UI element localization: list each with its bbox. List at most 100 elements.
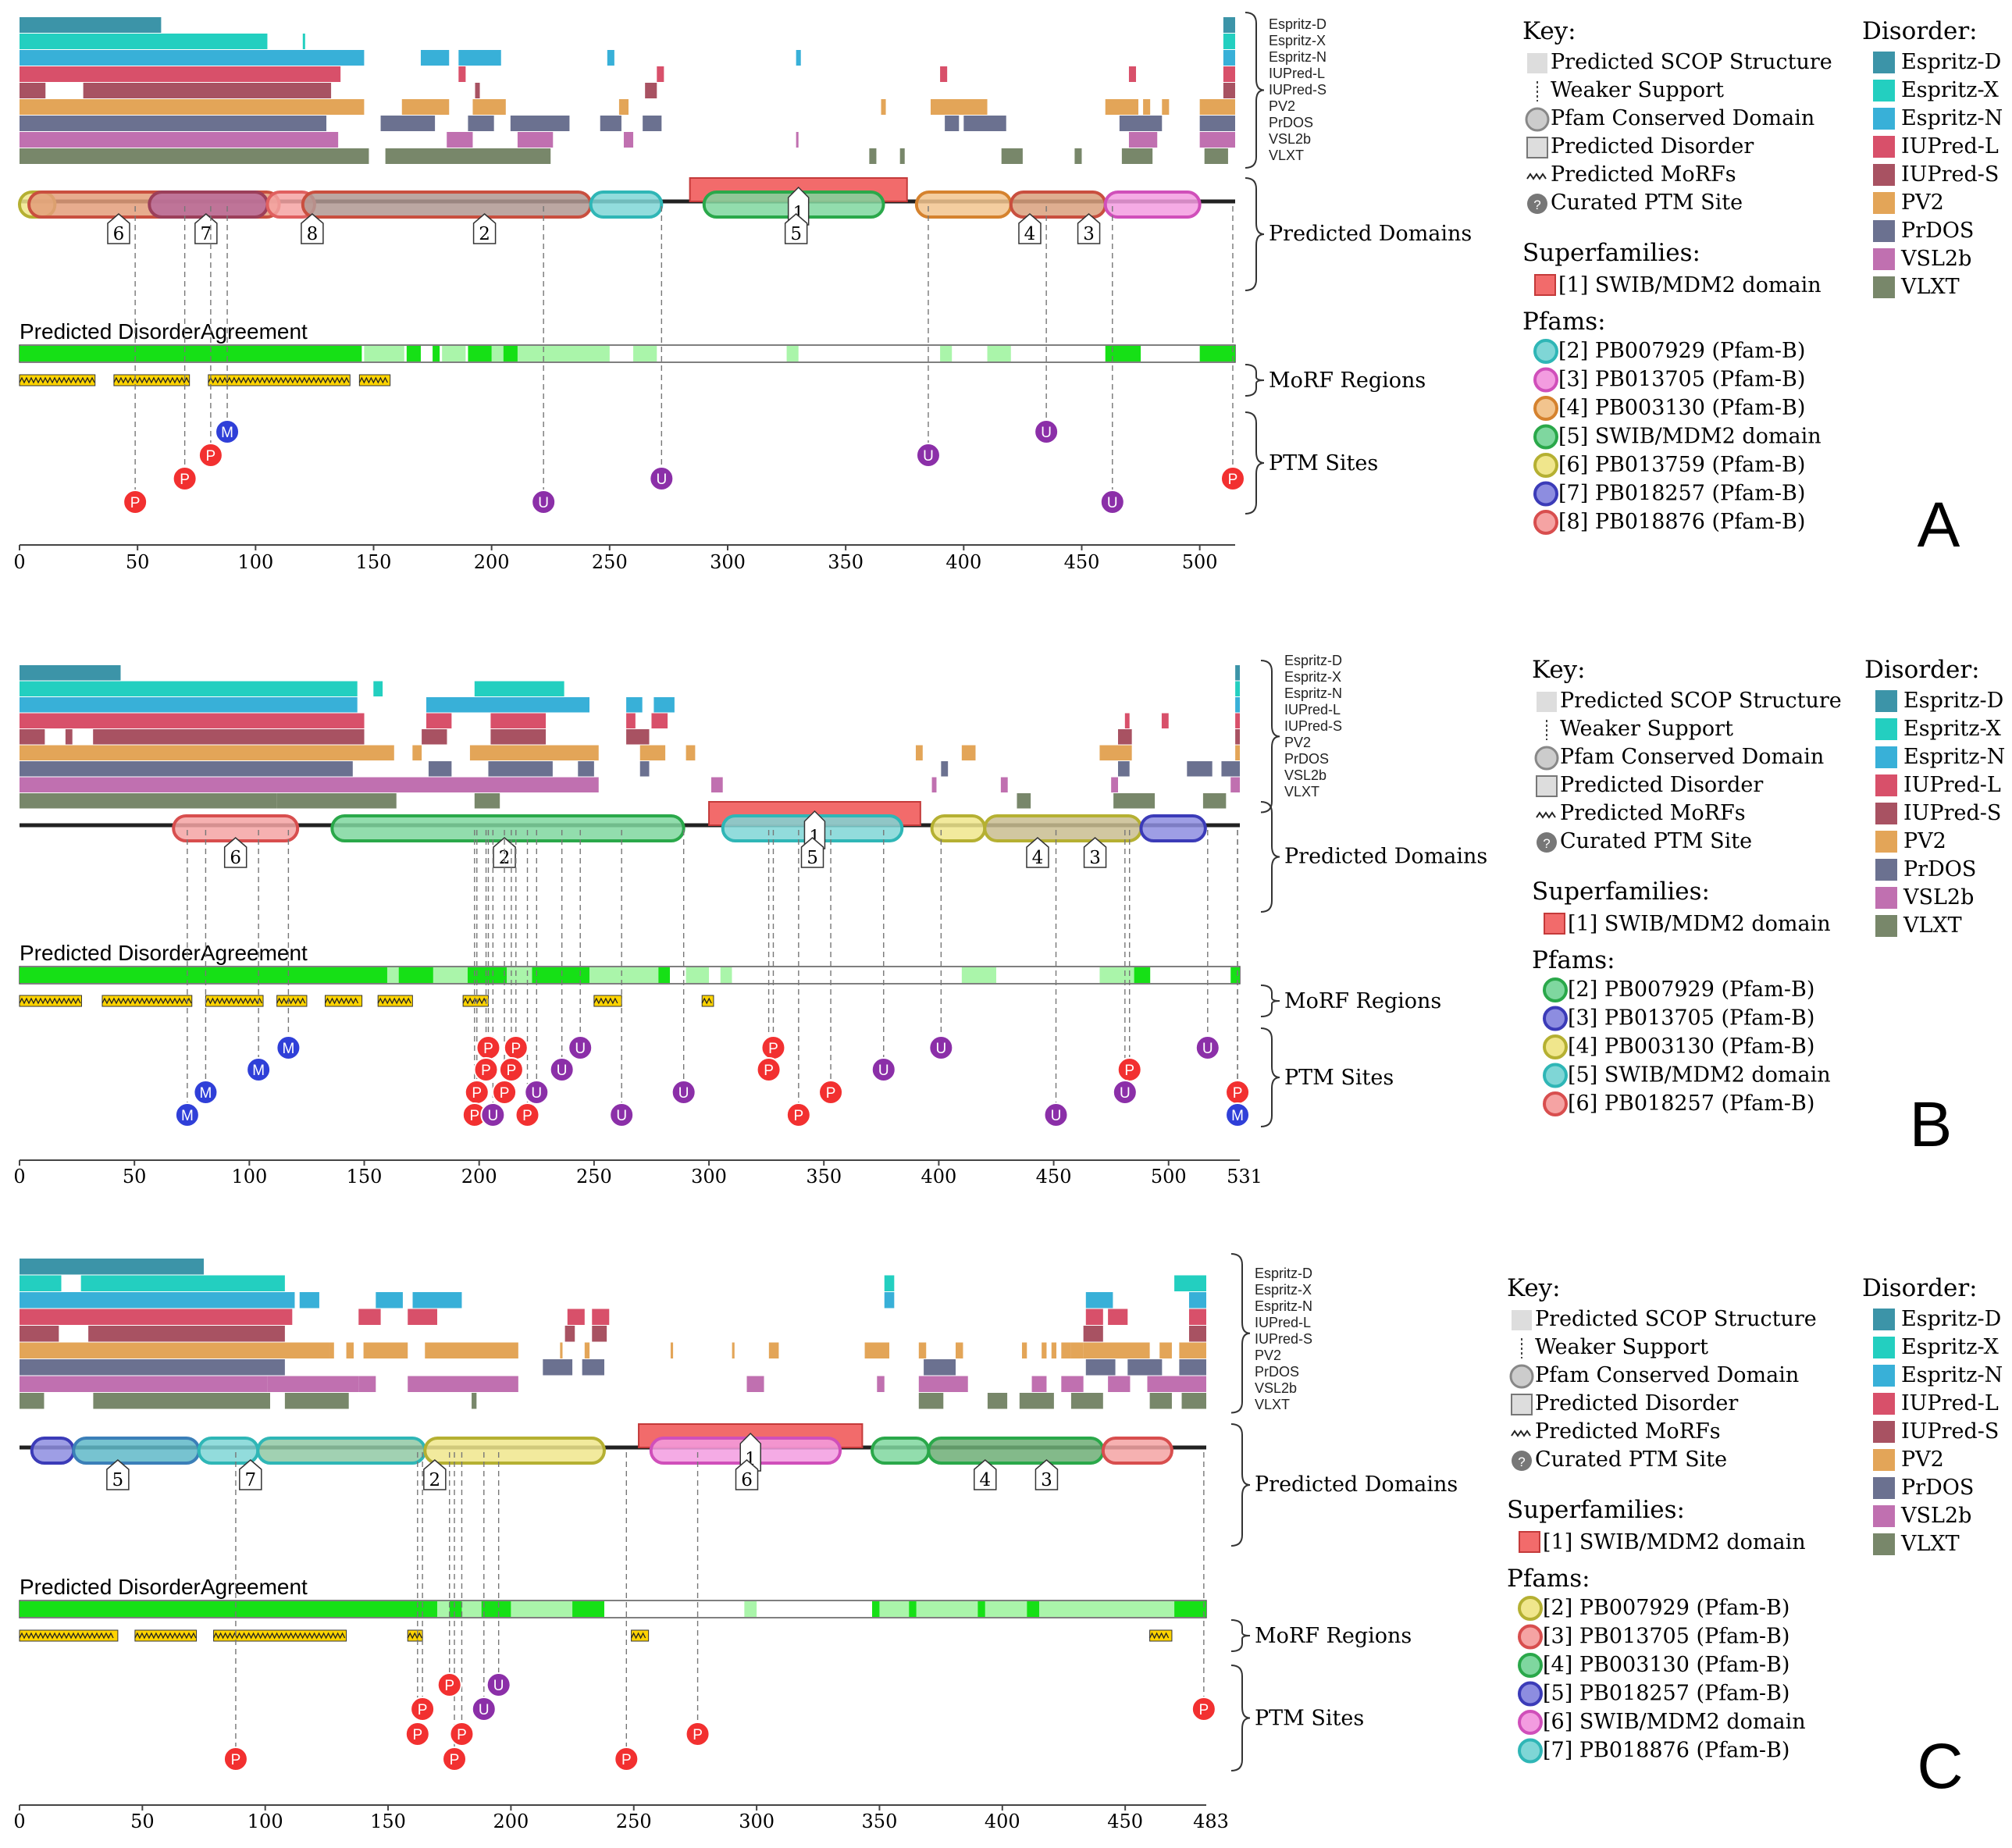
predictor-labels: Espritz-DEspritz-XEspritz-NIUPred-LIUPre…: [1245, 12, 1326, 169]
disorder-legend-label: PrDOS: [1901, 219, 1974, 243]
disorder-segment-prdos: [1117, 761, 1130, 777]
domain-label: 3: [1089, 848, 1101, 868]
disorder-legend-label: Espritz-D: [1903, 689, 2003, 713]
agreement-weak-segment: [940, 346, 953, 361]
predictor-label: IUPred-L: [1269, 66, 1325, 81]
disorder-legend-swatch: [1873, 52, 1895, 73]
pfam-swatch: [1518, 1624, 1543, 1650]
pfam-legend-label: [8] PB018876 (Pfam-B): [1558, 510, 1805, 534]
disorder-legend-swatch: [1875, 915, 1897, 937]
disorder-segment-iupred-l: [1223, 66, 1235, 82]
disorder-segment-vsl2b: [1128, 132, 1158, 148]
disorder-legend-label: Espritz-X: [1901, 78, 2000, 102]
disorder-segment-vlxt: [276, 793, 397, 809]
disorder-segment-vsl2b: [358, 1376, 376, 1392]
disorder-segment-pv2: [918, 1342, 927, 1358]
key-title: Key:: [1522, 17, 1576, 45]
disorder-agreement-title: Predicted DisorderAgreement: [20, 319, 308, 344]
ptm-site-letter: P: [481, 1063, 491, 1079]
agreement-weak-segment: [916, 1601, 978, 1617]
disorder-segment-pv2: [425, 1342, 518, 1358]
agreement-strong-segment: [872, 1601, 880, 1617]
disorder-segment-pv2: [1099, 745, 1132, 760]
morf-zigzag: [701, 997, 712, 1005]
disorder-legend-label: PV2: [1903, 829, 1946, 853]
ptm-site-p: [473, 1057, 499, 1082]
disorder-segment-espritz-x: [80, 1275, 285, 1291]
ptm-symbol-glyph: ?: [1533, 198, 1540, 212]
predictor-label: Espritz-X: [1255, 1282, 1312, 1298]
pfam-swatch: [1533, 481, 1558, 507]
disorder-legend-swatch: [1873, 1337, 1895, 1358]
ptm-site-letter: P: [826, 1085, 836, 1102]
morf-zigzag: [324, 997, 359, 1005]
disorder-segment-pv2: [768, 1342, 779, 1358]
agreement-weak-segment: [589, 967, 659, 983]
domain-label: 8: [307, 224, 319, 244]
ptm-site-m: [276, 1035, 301, 1060]
predictor-label: PrDOS: [1255, 1364, 1299, 1380]
x-tick-label: 0: [13, 1811, 25, 1832]
scop-symbol: [1527, 53, 1547, 73]
disorder-segment-iupred-l: [1108, 1309, 1128, 1325]
pfam-swatch: [1543, 1091, 1568, 1116]
predictor-label: IUPred-L: [1284, 702, 1341, 717]
disorder-segment-iupred-l: [940, 66, 948, 82]
disorder-legend-swatch: [1873, 1505, 1895, 1527]
x-tick-label: 350: [828, 551, 864, 573]
scop-symbol: [1512, 1310, 1532, 1330]
agreement-weak-segment: [633, 346, 657, 361]
x-tick-label: 0: [13, 1166, 25, 1187]
key-item-label: Curated PTM Site: [1535, 1447, 1727, 1472]
ptm-site-u: [549, 1057, 575, 1082]
superfamilies-title: Superfamilies:: [1532, 878, 1710, 906]
superfamily-legend-label: [1] SWIB/MDM2 domain: [1543, 1530, 1806, 1554]
ptm-site-letter: M: [252, 1063, 265, 1079]
disorder-segment-pv2: [670, 1342, 674, 1358]
key-item-label: Weaker Support: [1560, 717, 1733, 741]
disorder-segment-pv2: [560, 1342, 563, 1358]
panel-c: Espritz-DEspritz-XEspritz-NIUPred-LIUPre…: [13, 1253, 2003, 1832]
pfam-swatch: [1533, 339, 1558, 364]
ptm-site-p: [614, 1747, 639, 1771]
ptm-site-p: [410, 1697, 436, 1722]
key-item-label: Predicted MoRFs: [1535, 1419, 1721, 1444]
disorder-segment-prdos: [428, 761, 452, 777]
disorder-segment-espritz-x: [302, 34, 305, 49]
morf-zigzag: [134, 1632, 197, 1640]
ptm-site-m: [215, 419, 240, 444]
key-item-label: Weaker Support: [1535, 1335, 1708, 1359]
x-tick-label: 500: [1182, 551, 1218, 573]
disorder-segment-prdos: [543, 1359, 573, 1376]
disorder-segment-pv2: [472, 99, 506, 115]
disorder-legend-label: Espritz-N: [1901, 106, 2003, 130]
disorder-segment-iupred-s: [1235, 729, 1240, 745]
disorder-segment-vlxt: [1001, 148, 1023, 164]
ptm-site-u: [1112, 1080, 1138, 1105]
disorder-legend-swatch: [1875, 690, 1897, 712]
disorder-segment-iupred-l: [458, 66, 466, 82]
domain-bar-4: [871, 1437, 931, 1465]
disorder-segment-vsl2b: [20, 777, 599, 792]
key-legend: Key: Predicted SCOP Structure Weaker Suppo…: [1532, 656, 1842, 1116]
disorder-segment-iupred-s: [65, 729, 73, 745]
agreement-strong-segment: [1174, 1601, 1206, 1617]
key-item-label: Predicted SCOP Structure: [1551, 50, 1832, 74]
ptm-site-letter: U: [1107, 495, 1118, 511]
domain-label: 2: [479, 224, 490, 244]
ptm-site-u: [609, 1102, 635, 1127]
pfam-legend-label: [4] PB003130 (Pfam-B): [1568, 1034, 1814, 1059]
agreement-weak-segment: [511, 1601, 573, 1617]
disorder-segment-vlxt: [472, 1393, 477, 1409]
domain-bar-5: [30, 1437, 76, 1465]
disorder-segment-espritz-d: [20, 17, 162, 33]
panel-letter: A: [1918, 490, 1960, 561]
pfam-swatch: [1543, 977, 1568, 1002]
agreement-strong-segment: [406, 346, 421, 361]
predictor-label: Espritz-N: [1255, 1298, 1312, 1314]
agreement-strong-segment: [468, 346, 492, 361]
ptm-site-letter: U: [1202, 1041, 1213, 1057]
key-item-label: Weaker Support: [1551, 78, 1724, 102]
disorder-segment-iupred-s: [1188, 1326, 1206, 1342]
ptm-site-m: [174, 1102, 200, 1127]
